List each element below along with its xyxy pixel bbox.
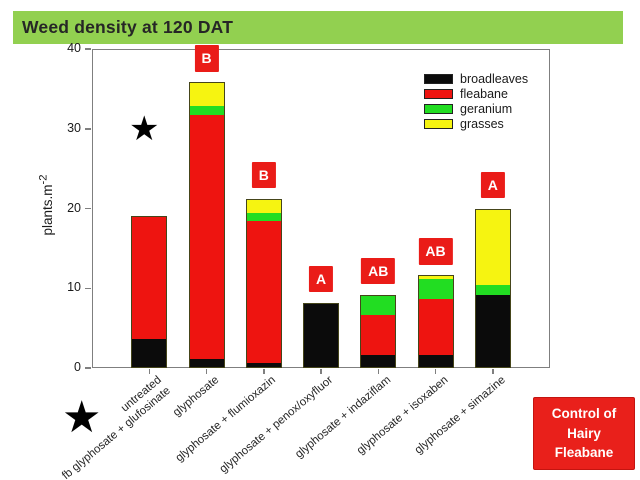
bar-segment-fleabane bbox=[132, 217, 167, 340]
y-axis-label-exponent: -2 bbox=[37, 174, 50, 185]
control-badge-line: Control of bbox=[551, 406, 617, 422]
x-axis-label: glyphosate bbox=[170, 374, 222, 419]
legend-item: broadleaves bbox=[424, 71, 528, 86]
significance-label: AB bbox=[418, 238, 453, 265]
legend-item: geranium bbox=[424, 101, 528, 116]
legend-label: grasses bbox=[460, 117, 504, 132]
legend-item: grasses bbox=[424, 117, 528, 132]
x-axis-label: glyphosate + penox/oxyfluor bbox=[218, 374, 336, 476]
legend-swatch-broadleaves bbox=[424, 73, 453, 84]
bar-segment-broadleaves bbox=[475, 294, 510, 367]
legend-label: geranium bbox=[460, 101, 513, 116]
control-badge-line: Hairy bbox=[567, 425, 601, 441]
stacked-bar bbox=[417, 275, 454, 368]
y-axis-tick bbox=[85, 367, 91, 369]
bar-segment-geranium bbox=[418, 278, 453, 300]
x-axis-tick bbox=[320, 368, 322, 374]
control-badge: Control of Hairy Fleabane bbox=[533, 397, 635, 470]
bar-segment-broadleaves bbox=[132, 339, 167, 367]
x-axis-tick bbox=[377, 368, 379, 374]
bar-segment-grasses bbox=[418, 276, 453, 279]
stacked-bar bbox=[474, 208, 511, 368]
y-axis-tick-label: 30 bbox=[67, 120, 81, 135]
bar-segment-broadleaves bbox=[418, 355, 453, 367]
x-axis-tick bbox=[205, 368, 208, 374]
significance-label: A bbox=[480, 171, 505, 198]
stacked-bar bbox=[131, 216, 168, 368]
x-axis-tick bbox=[434, 368, 437, 374]
x-axis-label: glyphosate + flumioxazin bbox=[174, 374, 279, 465]
significance-label: A bbox=[308, 265, 334, 292]
bar-segment-fleabane bbox=[418, 299, 453, 356]
legend-item: fleabane bbox=[424, 86, 528, 101]
bar-segment-fleabane bbox=[246, 221, 281, 364]
legend-swatch-fleabane bbox=[424, 88, 453, 99]
bar-segment-geranium bbox=[246, 213, 281, 222]
stacked-bar bbox=[303, 302, 339, 368]
bar-segment-grasses bbox=[475, 209, 510, 286]
bar-segment-fleabane bbox=[361, 315, 396, 356]
x-axis-label: glyphosate + indaziflam bbox=[292, 374, 393, 461]
star-icon: ★ bbox=[129, 109, 160, 148]
significance-label: B bbox=[194, 45, 219, 72]
bar-segment-grasses bbox=[189, 83, 224, 106]
y-axis-tick-label: 10 bbox=[67, 280, 81, 295]
y-axis-tick-label: 40 bbox=[67, 41, 81, 55]
bar-segment-fleabane bbox=[189, 115, 224, 360]
control-badge-line: Fleabane bbox=[554, 445, 614, 461]
bar-segment-broadleaves bbox=[304, 303, 338, 367]
legend-swatch-geranium bbox=[424, 103, 453, 114]
x-axis-tick bbox=[148, 368, 150, 374]
significance-label: AB bbox=[361, 257, 396, 284]
bar-segment-broadleaves bbox=[189, 359, 224, 367]
bar-segment-geranium bbox=[361, 295, 396, 316]
y-axis-tick-label: 20 bbox=[67, 200, 81, 215]
legend-label: broadleaves bbox=[460, 71, 529, 86]
stacked-bar bbox=[360, 294, 397, 368]
stacked-bar bbox=[188, 82, 225, 368]
x-axis-tick bbox=[492, 368, 494, 374]
page-title: Weed density at 120 DAT bbox=[22, 17, 234, 37]
significance-label: B bbox=[251, 161, 276, 189]
y-axis-tick bbox=[85, 48, 91, 50]
bar-segment-broadleaves bbox=[246, 363, 281, 367]
x-axis-tick bbox=[263, 368, 265, 374]
y-axis-tick bbox=[85, 128, 91, 130]
y-axis-tick bbox=[85, 207, 91, 210]
slide-title-bar: Weed density at 120 DAT bbox=[13, 11, 623, 44]
y-axis-tick bbox=[85, 287, 91, 289]
legend-label: fleabane bbox=[460, 86, 508, 101]
bar-segment-geranium bbox=[475, 285, 510, 295]
bar-segment-broadleaves bbox=[361, 355, 396, 367]
stacked-bar bbox=[245, 198, 282, 368]
bar-segment-geranium bbox=[189, 105, 224, 116]
y-axis-tick-label: 0 bbox=[74, 360, 81, 374]
chart-legend: broadleaves fleabane geranium grasses bbox=[424, 71, 528, 132]
star-icon: ★ bbox=[62, 393, 102, 442]
legend-swatch-grasses bbox=[424, 119, 453, 130]
bar-segment-grasses bbox=[246, 199, 281, 214]
